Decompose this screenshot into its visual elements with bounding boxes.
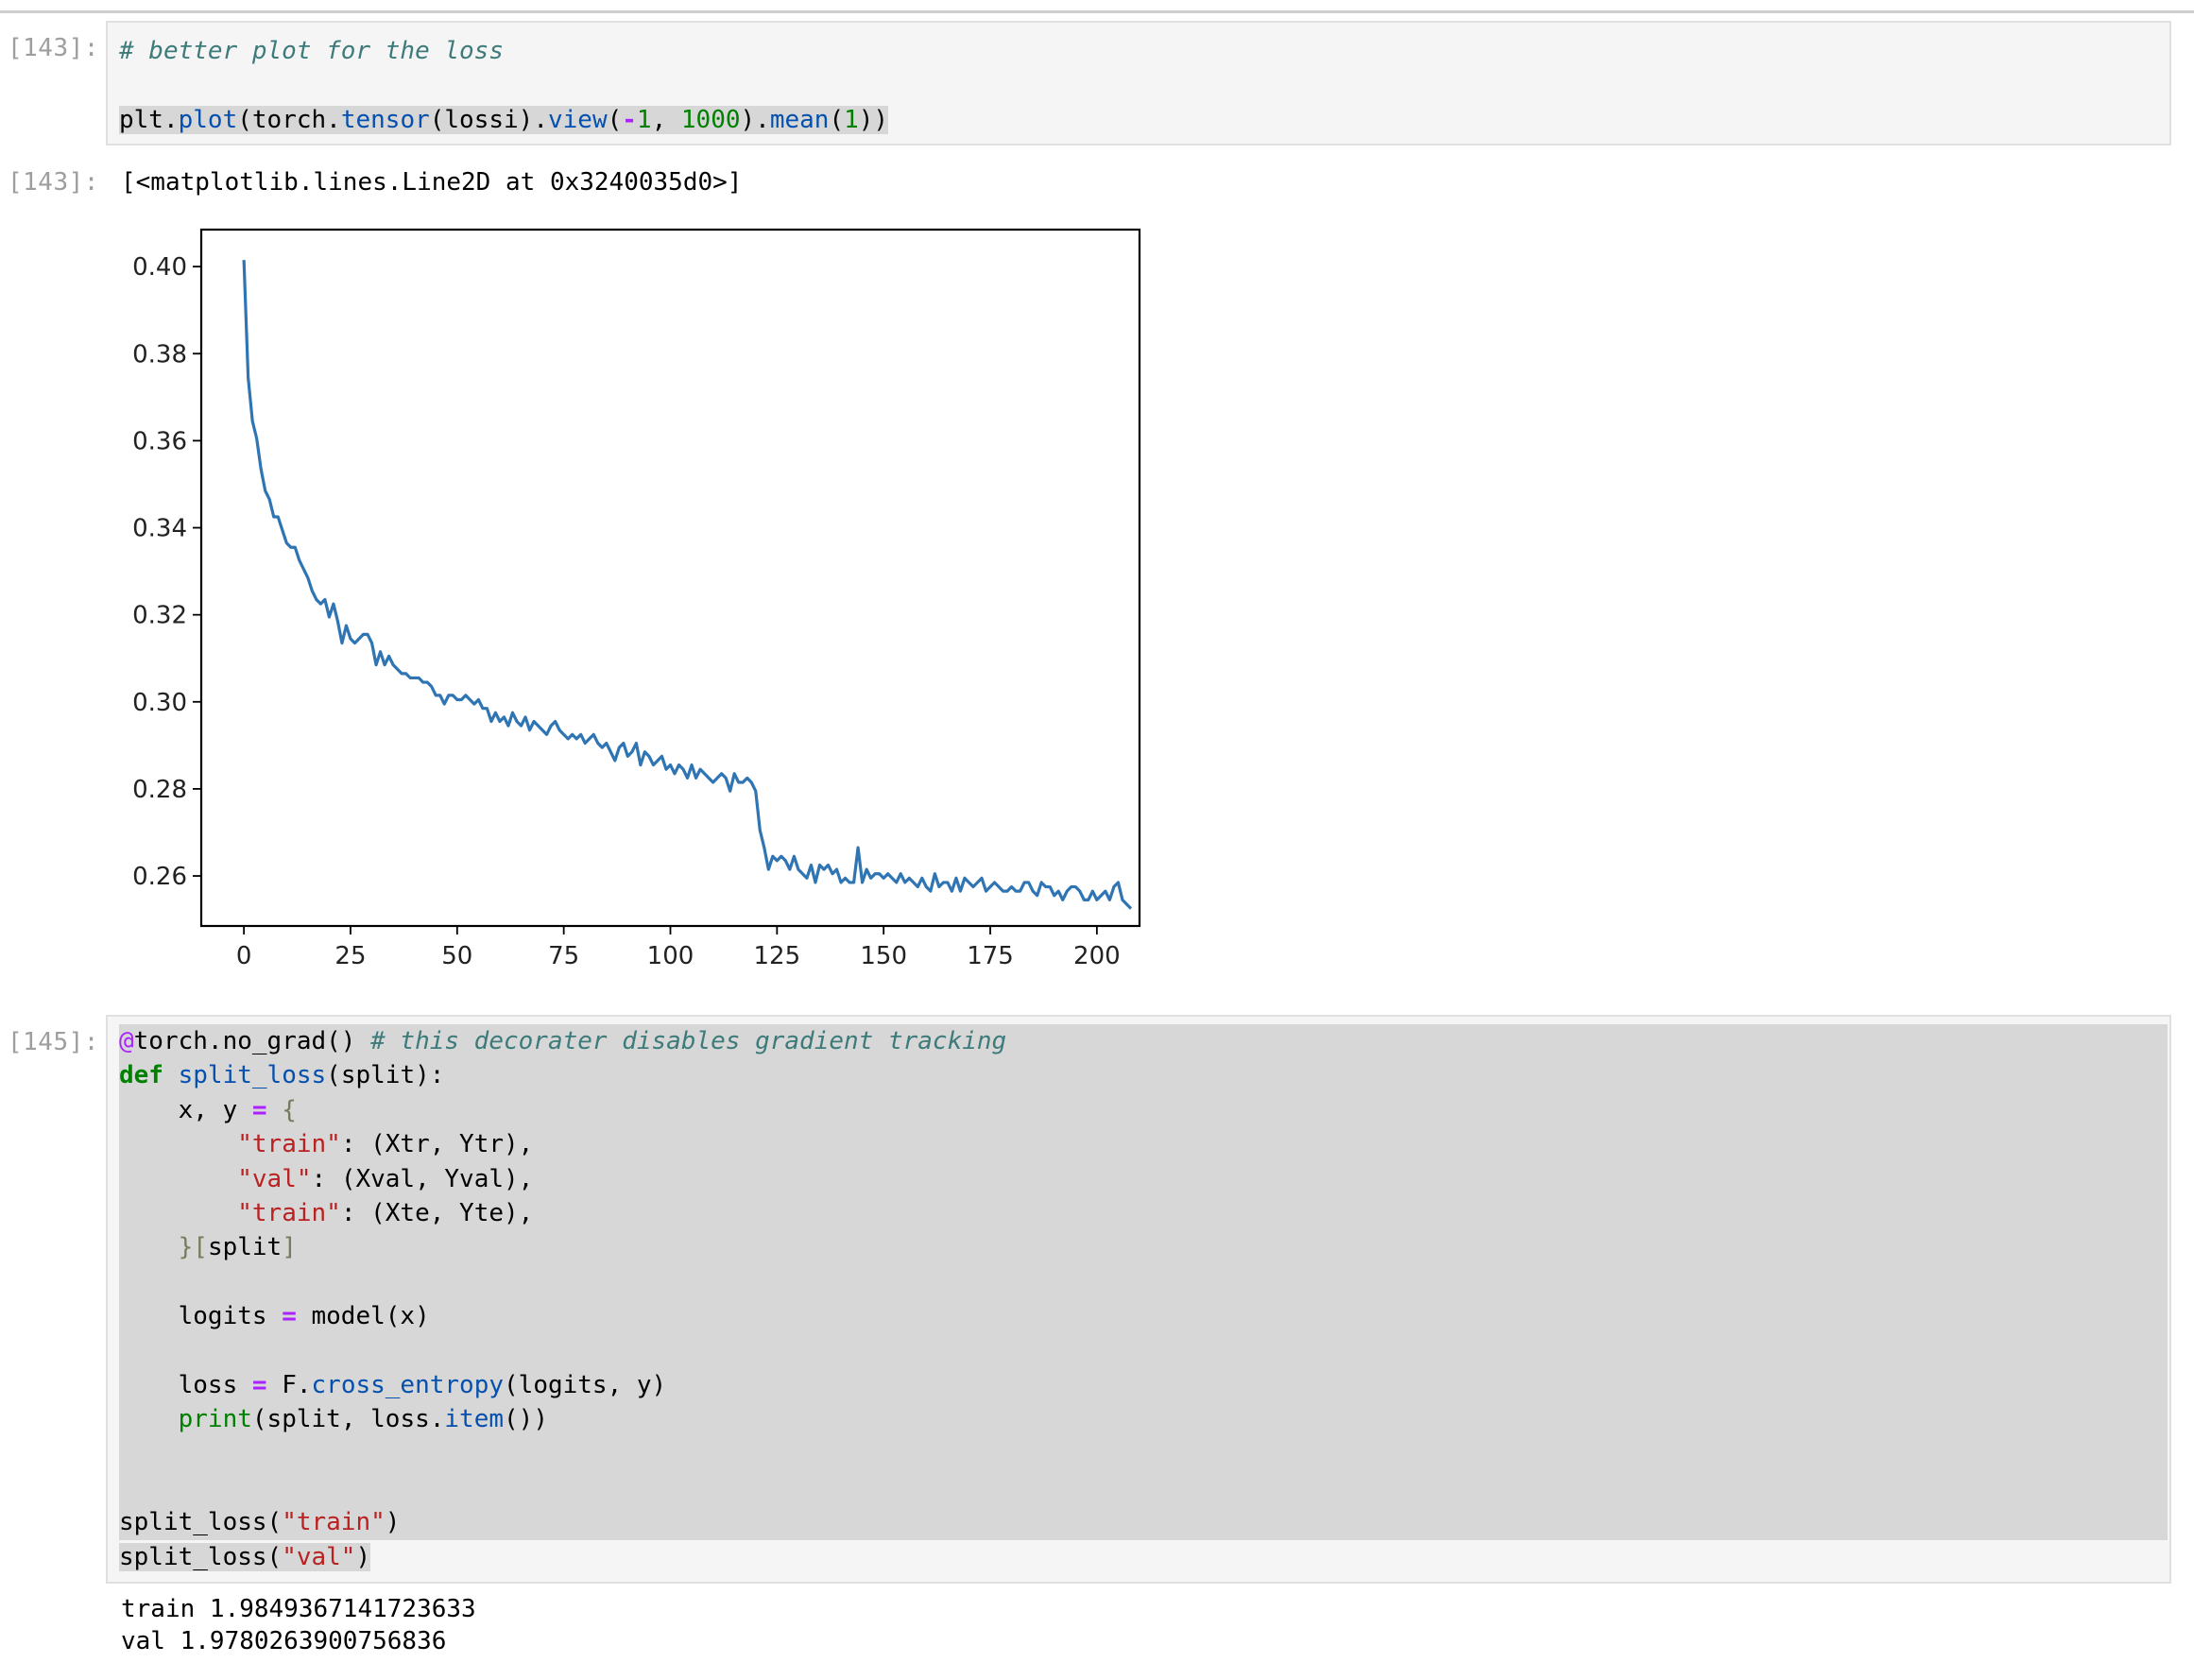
code-line: "train": (Xtr, Ytr), — [119, 1127, 2168, 1162]
x-tick-label: 125 — [754, 942, 801, 970]
y-tick-label: 0.38 — [132, 340, 187, 369]
y-tick-label: 0.36 — [132, 427, 187, 455]
code-line — [119, 1264, 2168, 1300]
x-tick-label: 0 — [236, 942, 252, 970]
y-tick-label: 0.32 — [132, 602, 187, 630]
y-tick-label: 0.40 — [132, 253, 187, 282]
cell-output-stdout: train 1.9849367141723633 val 1.9780263900… — [121, 1593, 476, 1657]
code-line: x, y = { — [119, 1092, 2168, 1128]
code-line — [119, 1436, 2168, 1472]
code-line: # better plot for the loss — [119, 37, 504, 65]
input-prompt-1: [143]: — [8, 34, 99, 62]
loss-series-line — [242, 260, 1133, 910]
code-line: }[split] — [119, 1230, 2168, 1265]
cell-output-repr: [<matplotlib.lines.Line2D at 0x3240035d0… — [121, 168, 743, 197]
x-tick-label: 150 — [860, 942, 907, 970]
x-tick-label: 25 — [334, 942, 366, 970]
code-line: plt.plot(torch.tensor(lossi).view(-1, 10… — [119, 105, 889, 134]
code-line: logits = model(x) — [119, 1299, 2168, 1334]
y-tick-label: 0.30 — [132, 689, 187, 717]
code-line — [119, 1471, 2168, 1506]
code-editor-1[interactable]: # better plot for the loss plt.plot(torch… — [119, 34, 889, 137]
code-line: "val": (Xval, Yval), — [119, 1161, 2168, 1196]
stdout-line: val 1.9780263900756836 — [121, 1627, 447, 1655]
x-tick-label: 50 — [441, 942, 472, 970]
plot-frame — [199, 228, 1141, 928]
code-line: loss = F.cross_entropy(logits, y) — [119, 1367, 2168, 1403]
stdout-line: train 1.9849367141723633 — [121, 1595, 476, 1623]
x-tick-label: 75 — [548, 942, 579, 970]
x-tick-label: 100 — [647, 942, 694, 970]
code-line: print(split, loss.item()) — [119, 1402, 2168, 1437]
code-line: def split_loss(split): — [119, 1058, 2168, 1093]
y-tick-label: 0.26 — [132, 863, 187, 891]
code-line: "train": (Xte, Yte), — [119, 1195, 2168, 1231]
notebook-top-border — [0, 0, 2194, 13]
code-editor-2[interactable]: @torch.no_grad() # this decorater disabl… — [119, 1024, 2168, 1574]
loss-line-chart: 0 25 50 75 100 125 150 175 200 0.26 0.28 0.30 0.32 0.… — [132, 228, 1141, 970]
code-line: split_loss("train") — [119, 1505, 2168, 1540]
x-tick-label: 175 — [967, 942, 1014, 970]
y-tick-label: 0.34 — [132, 515, 187, 543]
code-line — [119, 68, 888, 102]
y-tick-label: 0.28 — [132, 776, 187, 804]
code-line — [119, 1333, 2168, 1368]
x-tick-label: 200 — [1073, 942, 1121, 970]
code-line: @torch.no_grad() # this decorater disabl… — [119, 1024, 2168, 1059]
input-prompt-2: [145]: — [8, 1028, 99, 1056]
code-line: split_loss("val") — [119, 1542, 371, 1571]
output-prompt-1: [143]: — [8, 168, 99, 197]
